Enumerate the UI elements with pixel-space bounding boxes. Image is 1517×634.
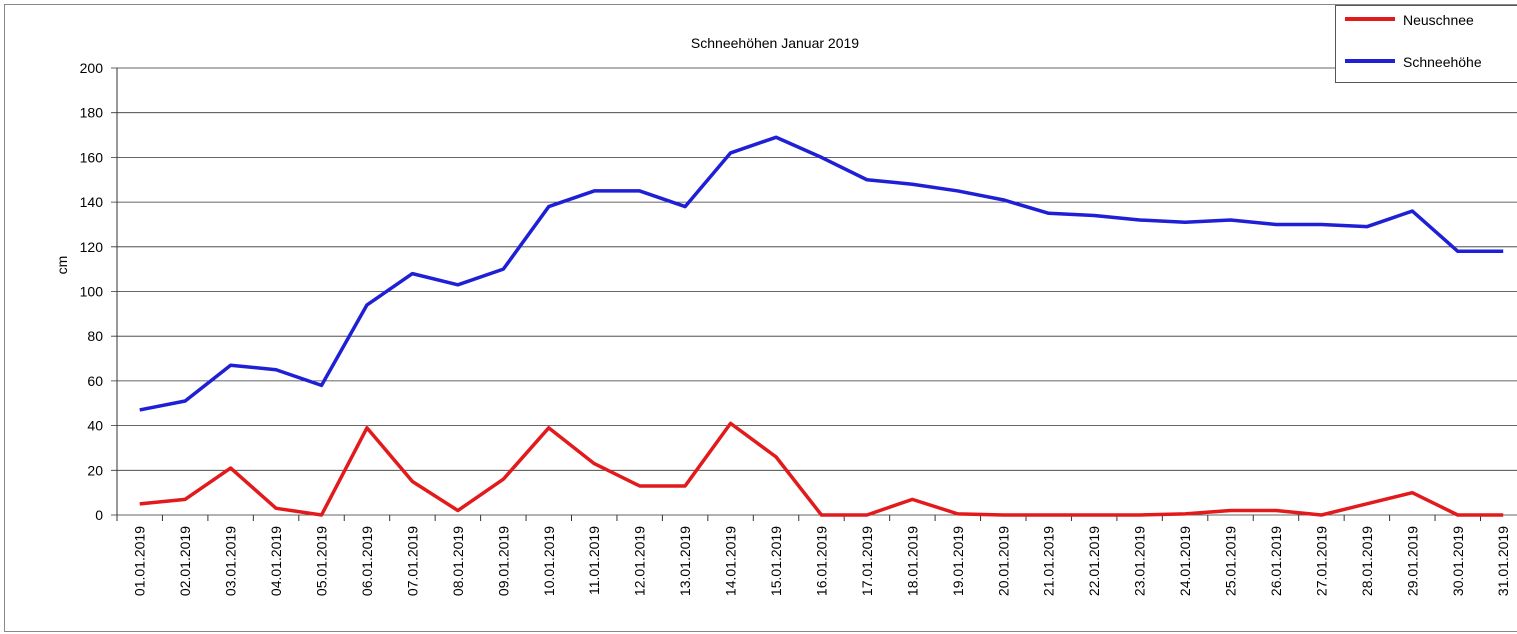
x-tick-label: 26.01.2019 [1268, 526, 1284, 596]
legend-label: Schneehöhe [1403, 54, 1482, 70]
y-tick-label: 20 [87, 462, 103, 478]
x-tick-label: 21.01.2019 [1041, 526, 1057, 596]
x-tick-label: 30.01.2019 [1450, 526, 1466, 596]
x-tick-label: 10.01.2019 [541, 526, 557, 596]
x-tick-label: 28.01.2019 [1359, 526, 1375, 596]
data-line [139, 135, 1504, 412]
x-tick-label: 12.01.2019 [632, 526, 648, 596]
x-tick-label: 23.01.2019 [1132, 526, 1148, 596]
x-tick-label: 31.01.2019 [1495, 526, 1511, 596]
x-tick-label: 01.01.2019 [132, 526, 148, 596]
x-tick-label: 19.01.2019 [950, 526, 966, 596]
y-tick-label: 200 [80, 60, 104, 76]
x-tick-label: 16.01.2019 [813, 526, 829, 596]
x-tick-label: 05.01.2019 [314, 526, 330, 596]
y-tick-label: 180 [80, 105, 104, 121]
y-tick-label: 0 [95, 507, 103, 523]
x-tick-label: 09.01.2019 [495, 526, 511, 596]
y-tick-label: 120 [80, 239, 104, 255]
x-tick-label: 14.01.2019 [723, 526, 739, 596]
y-tick-label: 140 [80, 194, 104, 210]
x-tick-label: 27.01.2019 [1313, 526, 1329, 596]
x-tick-label: 18.01.2019 [904, 526, 920, 596]
y-tick-label: 60 [87, 373, 103, 389]
x-tick-label: 15.01.2019 [768, 526, 784, 596]
x-tick-label: 08.01.2019 [450, 526, 466, 596]
x-tick-label: 03.01.2019 [223, 526, 239, 596]
x-tick-label: 13.01.2019 [677, 526, 693, 596]
x-tick-label: 25.01.2019 [1223, 526, 1239, 596]
y-tick-label: 80 [87, 328, 103, 344]
legend-label: Neuschnee [1403, 12, 1474, 28]
x-tick-label: 17.01.2019 [859, 526, 875, 596]
y-tick-label: 100 [80, 284, 104, 300]
x-tick-label: 22.01.2019 [1086, 526, 1102, 596]
x-tick-label: 02.01.2019 [177, 526, 193, 596]
x-tick-label: 11.01.2019 [586, 526, 602, 595]
y-tick-label: 40 [87, 418, 103, 434]
chart-title: Schneehöhen Januar 2019 [691, 35, 859, 51]
data-line [139, 421, 1504, 517]
x-tick-label: 04.01.2019 [268, 526, 284, 596]
x-tick-label: 24.01.2019 [1177, 526, 1193, 596]
chart-frame [4, 4, 1517, 632]
x-tick-label: 20.01.2019 [995, 526, 1011, 596]
y-axis-label: cm [54, 256, 70, 275]
x-tick-label: 06.01.2019 [359, 526, 375, 596]
x-tick-label: 29.01.2019 [1404, 526, 1420, 596]
y-tick-label: 160 [80, 149, 104, 165]
x-tick-label: 07.01.2019 [404, 526, 420, 596]
